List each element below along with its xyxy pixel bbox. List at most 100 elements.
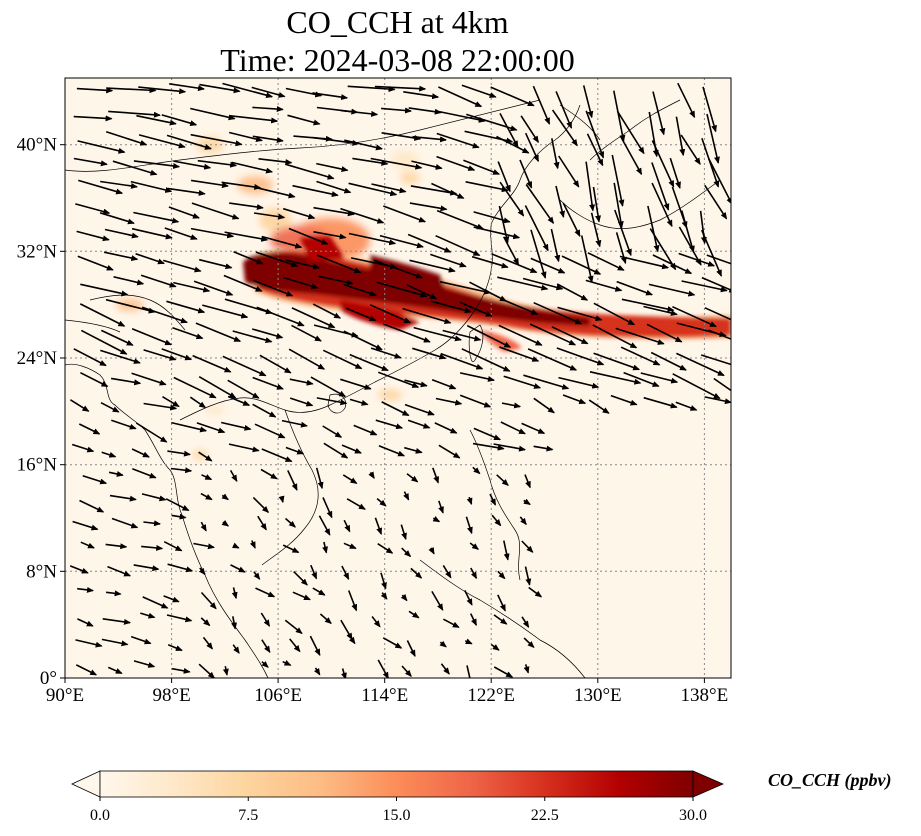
wind-arrow [706,254,731,265]
wind-arrow [285,163,335,180]
wind-arrow [500,421,526,435]
wind-arrow [111,517,139,529]
wind-arrow [551,109,578,147]
wind-arrow [322,541,328,554]
wind-arrow [502,298,539,316]
wind-arrow [533,445,554,452]
wind-arrow [278,495,285,504]
wind-arrow [497,276,549,291]
wind-arrow [646,323,683,343]
wind-arrow [675,401,698,411]
wind-arrow [490,643,500,651]
wind-arrow [383,205,427,223]
colorbar-tick-label: 30.0 [679,807,707,824]
wind-arrow [580,235,594,283]
colorbar-tick-label: 22.5 [531,807,559,824]
wind-arrow [587,252,625,271]
wind-arrow [288,227,329,245]
wind-arrow [524,566,532,586]
wind-arrow [469,281,507,302]
wind-arrow [404,379,428,388]
wind-arrow [373,259,424,279]
wind-arrow [442,329,482,342]
wind-arrow [562,202,581,237]
colorbar-tick-label: 0.0 [90,807,110,824]
wind-arrow [106,590,122,597]
wind-arrow [491,253,538,274]
wind-arrow [169,83,205,92]
wind-arrow [651,140,675,188]
wind-arrow [502,236,520,266]
wind-arrow [198,451,213,462]
wind-arrow [400,524,407,541]
wind-arrow [79,499,105,513]
wind-arrow [381,401,410,417]
lat-tick-label: 32°N [17,241,58,262]
wind-arrow [108,471,124,477]
wind-arrow [171,667,191,674]
wind-arrow [706,113,720,164]
wind-arrow [669,157,681,189]
wind-arrow [100,401,120,413]
lon-tick-labels: 90°E 98°E 106°E 114°E 122°E 130°E 138°E [46,685,728,706]
wind-arrow [551,326,589,345]
wind-arrow [136,114,177,126]
wind-arrow [261,639,271,654]
wind-arrow [102,618,131,625]
wind-arrow [251,328,284,339]
wind-arrow [312,303,342,319]
wind-arrow [197,159,238,168]
wind-arrow [287,114,321,126]
wind-arrow [408,107,442,115]
wind-arrow [282,660,292,666]
wind-arrow [73,157,108,167]
wind-arrow [621,298,675,312]
wind-arrow [342,474,358,484]
wind-arrow [292,591,311,601]
wind-arrow [701,276,731,293]
wind-arrow [229,114,279,124]
wind-arrow [189,396,207,409]
wind-arrow [229,131,263,142]
wind-arrow [496,474,509,486]
wind-arrow [138,134,186,149]
wind-arrow [680,134,701,165]
wind-arrow [143,349,177,361]
wind-arrow [313,206,355,217]
wind-arrow [464,590,473,606]
lon-tick-label: 130°E [574,685,622,706]
wind-arrow [80,371,109,388]
wind-arrow [582,85,594,119]
wind-arrow [369,304,412,324]
wind-arrow [521,422,546,435]
wind-arrow [163,540,183,552]
wind-arrow [138,86,187,95]
wind-arrow [439,280,492,295]
wind-arrow [285,87,323,98]
wind-arrow [79,303,126,327]
wind-arrow [315,467,324,490]
wind-arrow [461,348,511,372]
wind-arrow [490,86,535,107]
wind-arrow [675,116,686,157]
wind-arrow [376,281,428,298]
wind-arrow [404,446,423,454]
wind-arrow [256,306,305,327]
wind-arrow [99,212,135,225]
wind-arrow [466,496,473,506]
wind-arrow [167,644,183,652]
wind-arrow [100,349,141,364]
wind-arrow [340,378,372,390]
wind-arrow [440,352,484,370]
wind-arrow [193,542,215,550]
wind-arrow [230,564,246,573]
wind-arrow [131,372,167,386]
wind-arrow [100,180,138,189]
wind-arrow [530,257,566,274]
wind-arrow [593,352,641,371]
wind-arrow [135,252,165,265]
wind-arrow [107,565,132,577]
wind-arrow [254,423,286,439]
wind-arrow [676,352,725,377]
wind-arrow [465,181,509,193]
